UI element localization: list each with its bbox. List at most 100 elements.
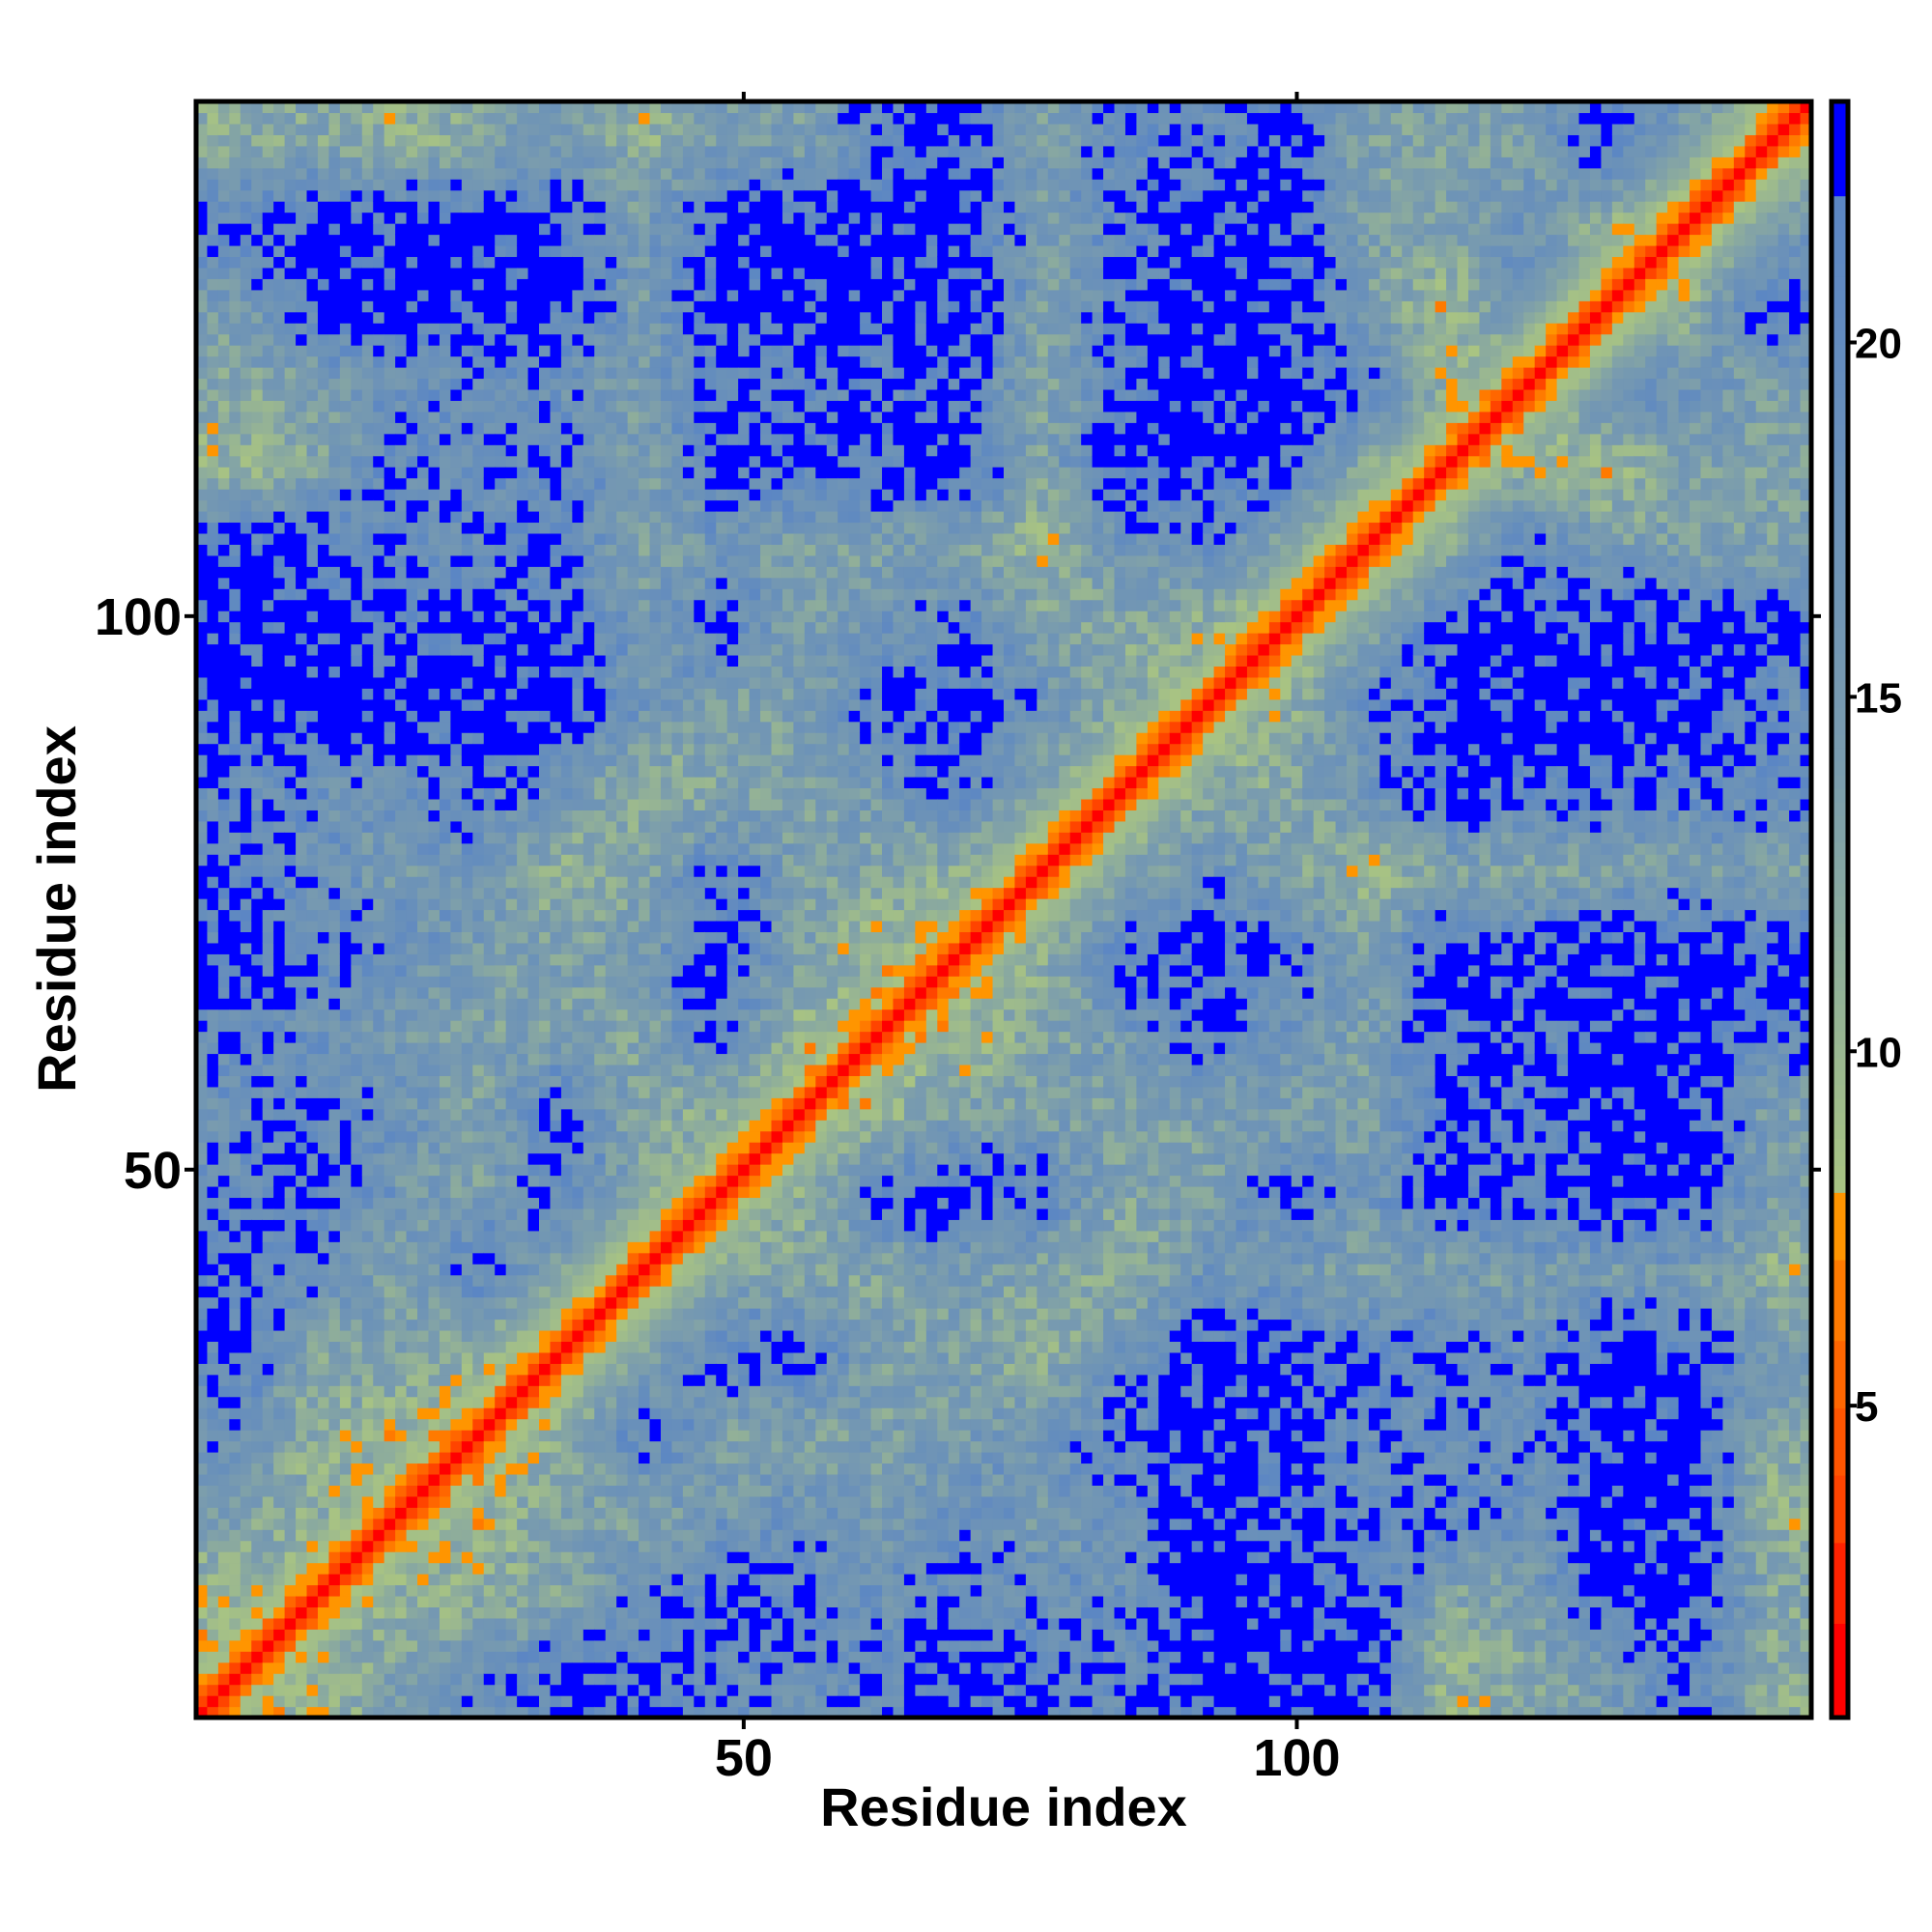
heatmap-cell	[339, 1164, 352, 1177]
heatmap-cell	[196, 411, 209, 423]
heatmap-cell	[217, 1606, 230, 1619]
heatmap-cell	[361, 787, 374, 800]
heatmap-cell	[450, 467, 463, 479]
heatmap-cell	[517, 1208, 529, 1220]
heatmap-cell	[361, 1130, 374, 1143]
heatmap-cell	[450, 333, 463, 346]
heatmap-cell	[217, 1639, 230, 1652]
heatmap-cell	[373, 1529, 385, 1542]
heatmap-cell	[395, 953, 408, 966]
heatmap-cell	[461, 865, 473, 877]
heatmap-cell	[517, 123, 529, 135]
heatmap-cell	[207, 611, 219, 623]
heatmap-cell	[439, 455, 451, 468]
heatmap-cell	[207, 544, 219, 556]
heatmap-cell	[461, 986, 473, 999]
heatmap-cell	[284, 876, 297, 889]
heatmap-cell	[461, 267, 473, 279]
heatmap-cell	[273, 986, 286, 999]
heatmap-cell	[517, 1042, 529, 1055]
heatmap-cell	[361, 1175, 374, 1187]
heatmap-cell	[406, 167, 418, 180]
heatmap-cell	[207, 1241, 219, 1254]
heatmap-cell	[483, 1042, 496, 1055]
heatmap-cell	[417, 1562, 430, 1575]
heatmap-cell	[417, 621, 430, 634]
heatmap-cell	[328, 1629, 341, 1641]
heatmap-cell	[550, 156, 562, 169]
heatmap-cell	[472, 1208, 485, 1220]
heatmap-cell	[284, 1108, 297, 1121]
heatmap-cell	[240, 467, 252, 479]
heatmap-cell	[428, 1075, 440, 1088]
heatmap-cell	[262, 1120, 274, 1132]
heatmap-cell	[251, 223, 264, 236]
heatmap-cell	[439, 1639, 451, 1652]
heatmap-cell	[539, 611, 552, 623]
heatmap-cell	[373, 643, 385, 656]
heatmap-cell	[284, 599, 297, 611]
heatmap-cell	[373, 1451, 385, 1464]
heatmap-cell	[505, 522, 518, 534]
heatmap-cell	[428, 1185, 440, 1199]
heatmap-cell	[472, 112, 485, 125]
heatmap-cell	[373, 1673, 385, 1686]
heatmap-cell	[373, 654, 385, 668]
heatmap-cell	[262, 1130, 274, 1143]
heatmap-cell	[296, 1507, 308, 1520]
heatmap-cell	[417, 1142, 430, 1154]
heatmap-cell	[539, 355, 552, 368]
heatmap-cell	[240, 909, 252, 922]
heatmap-cell	[351, 798, 363, 810]
heatmap-cell	[517, 1241, 529, 1254]
heatmap-cell	[296, 388, 308, 401]
heatmap-cell	[428, 323, 440, 335]
heatmap-cell	[217, 1396, 230, 1408]
heatmap-cell	[251, 123, 264, 135]
heatmap-cell	[196, 554, 209, 567]
heatmap-cell	[483, 1418, 496, 1431]
heatmap-cell	[505, 909, 518, 922]
heatmap-cell	[461, 998, 473, 1010]
heatmap-cell	[428, 787, 440, 800]
heatmap-cell	[539, 489, 552, 501]
heatmap-cell	[339, 1485, 352, 1497]
heatmap-cell	[517, 112, 529, 125]
heatmap-cell	[439, 489, 451, 501]
heatmap-cell	[550, 300, 562, 313]
heatmap-cell	[339, 345, 352, 357]
heatmap-cell	[483, 1507, 496, 1520]
heatmap-cell	[495, 1574, 507, 1586]
heatmap-cell	[251, 666, 264, 678]
heatmap-cell	[296, 787, 308, 800]
heatmap-cell	[373, 1463, 385, 1475]
heatmap-cell	[339, 1440, 352, 1453]
heatmap-cell	[306, 676, 319, 689]
heatmap-cell	[450, 798, 463, 810]
heatmap-cell	[262, 621, 274, 634]
heatmap-cell	[395, 1662, 408, 1674]
heatmap-cell	[461, 566, 473, 579]
heatmap-cell	[317, 1385, 330, 1398]
heatmap-cell	[450, 433, 463, 445]
heatmap-cell	[539, 1562, 552, 1575]
heatmap-cell	[517, 1252, 529, 1264]
heatmap-cell	[361, 1385, 374, 1398]
heatmap-cell	[550, 244, 562, 258]
heatmap-cell	[351, 267, 363, 279]
heatmap-cell	[262, 1296, 274, 1309]
heatmap-cell	[296, 244, 308, 258]
heatmap-cell	[240, 1606, 252, 1619]
heatmap-cell	[273, 1120, 286, 1132]
heatmap-cell	[406, 832, 418, 844]
heatmap-cell	[505, 1208, 518, 1220]
heatmap-cell	[339, 1064, 352, 1076]
heatmap-cell	[273, 1451, 286, 1464]
heatmap-cell	[306, 1208, 319, 1220]
heatmap-cell	[284, 289, 297, 301]
heatmap-cell	[461, 765, 473, 778]
heatmap-cell	[207, 1562, 219, 1575]
heatmap-cell	[273, 1230, 286, 1242]
heatmap-cell	[273, 1219, 286, 1232]
heatmap-cell	[439, 976, 451, 988]
